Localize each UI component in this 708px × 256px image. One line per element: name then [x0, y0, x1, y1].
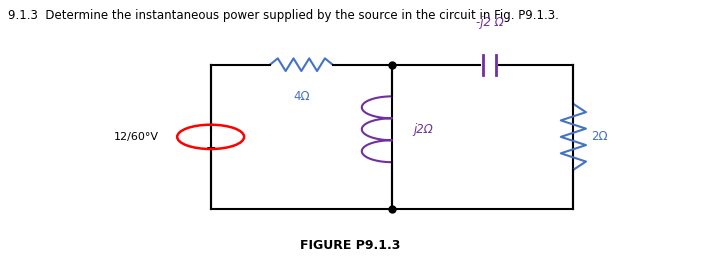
Text: -j2 Ω: -j2 Ω: [476, 16, 503, 29]
Text: 9.1.3  Determine the instantaneous power supplied by the source in the circuit i: 9.1.3 Determine the instantaneous power …: [8, 9, 559, 22]
Text: −: −: [205, 142, 216, 155]
Text: 4Ω: 4Ω: [293, 90, 309, 103]
Text: j2Ω: j2Ω: [413, 123, 433, 136]
Text: FIGURE P9.1.3: FIGURE P9.1.3: [300, 239, 400, 252]
Text: +: +: [205, 119, 216, 132]
Text: 2Ω: 2Ω: [591, 130, 607, 143]
Text: 12/60°V: 12/60°V: [113, 132, 159, 142]
